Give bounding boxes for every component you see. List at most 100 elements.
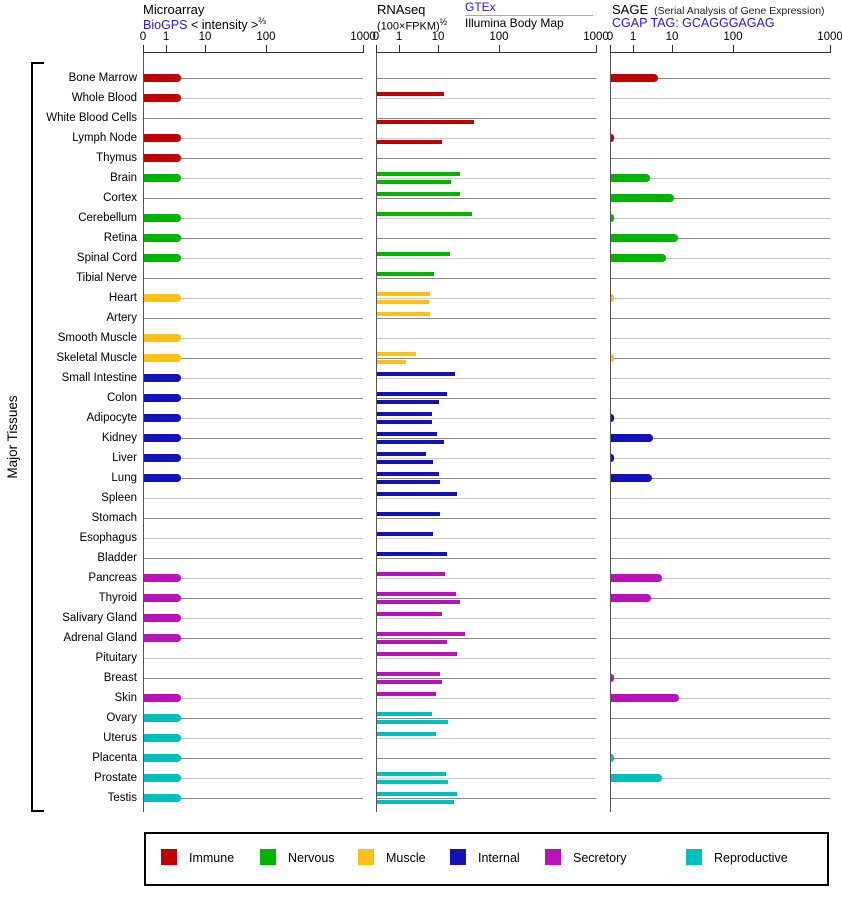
row-line [611,578,830,579]
tissue-bracket-top-tick [31,62,44,64]
row-line [377,378,596,379]
sage-bar [611,234,678,242]
gtex-link[interactable]: GTEx [465,0,496,14]
panel-border [143,53,144,812]
microarray-bar [144,734,182,742]
tissue-label: Skeletal Muscle [56,352,137,364]
microarray-bar [144,694,182,702]
axis-tick-label: 100 [489,31,509,43]
axis-tick [166,45,168,53]
sage-bar [611,674,614,682]
tissue-label: Pancreas [88,572,137,584]
panel-border [610,53,611,812]
cgap-link[interactable]: CGAP [612,16,648,30]
gtex-bar [377,692,437,696]
row-line [377,118,596,119]
row-line [144,198,363,199]
tissue-label: Liver [112,452,137,464]
row-line [377,558,596,559]
rnaseq-formula: (100×FPKM) [377,20,440,33]
row-line [611,498,830,499]
microarray-bar [144,394,182,402]
row-line [377,198,596,199]
gtex-bar [377,432,438,436]
tissue-label: Breast [103,672,137,684]
axis-tick-label: 0 [606,31,614,43]
microarray-bar [144,74,182,82]
axis-tick-label: 1000 [583,31,609,43]
sage-bar [611,774,662,782]
tissue-label: Skin [114,692,137,704]
row-line [377,338,596,339]
row-line [611,318,830,319]
sage-bar [611,474,652,482]
axis-tick [732,45,734,53]
tissue-label: Colon [106,392,137,404]
illumina-bar [377,440,444,444]
row-line [144,278,363,279]
row-line [144,438,363,439]
row-line [377,618,596,619]
axis-tick-label: 100 [256,31,276,43]
illumina-bar [377,780,448,784]
biogps-link[interactable]: BioGPS [143,18,188,33]
tissue-label: Retina [103,232,137,244]
row-line [611,798,830,799]
row-line [144,738,363,739]
row-line [611,258,830,259]
tissue-label: Artery [106,312,137,324]
axis-tick [596,45,597,53]
row-line [611,158,830,159]
microarray-bar [144,154,182,162]
gtex-bar [377,652,458,656]
axis-tick-label: 100 [723,31,743,43]
tissue-label: Salivary Gland [62,612,137,624]
illumina-bar [377,180,452,184]
axis-line [376,52,596,53]
row-line [144,598,363,599]
row-line [144,758,363,759]
row-line [144,98,363,99]
tissue-label: Tibial Nerve [76,272,137,284]
sage-bar [611,414,614,422]
row-line [144,158,363,159]
legend-swatch-internal [450,849,466,865]
row-line [144,418,363,419]
tissue-label: Pituitary [95,652,137,664]
row-line [611,778,830,779]
row-line [144,458,363,459]
gtex-bar [377,592,457,596]
gtex-bar [377,572,445,576]
row-line [377,738,596,739]
illumina-bar [377,600,460,604]
row-line [144,378,363,379]
sage-bar [611,354,614,362]
row-line [377,98,596,99]
sage-bar [611,434,653,442]
row-line [377,578,596,579]
row-line [611,278,830,279]
gtex-bar [377,632,466,636]
row-line [611,358,830,359]
axis-tick-label: 0 [139,31,147,43]
tissue-bracket-vertical [31,62,33,812]
illumina-bar [377,360,406,364]
illumina-bar [377,720,448,724]
microarray-title: Microarray [143,2,205,17]
row-line [377,278,596,279]
gtex-bar [377,672,441,676]
tissue-label: Stomach [91,512,137,524]
tissue-label: Whole Blood [71,92,137,104]
gtex-illumina-divider [465,15,593,16]
tissue-label: Uterus [103,732,137,744]
illumina-bar [377,120,474,124]
row-line [144,78,363,79]
legend-label-nervous: Nervous [288,851,335,865]
row-line [377,778,596,779]
axis-tick [830,45,831,53]
tissue-label: Esophagus [79,532,137,544]
microarray-bar [144,94,182,102]
illumina-bar [377,140,442,144]
gtex-bar [377,252,450,256]
microarray-bar [144,354,182,362]
